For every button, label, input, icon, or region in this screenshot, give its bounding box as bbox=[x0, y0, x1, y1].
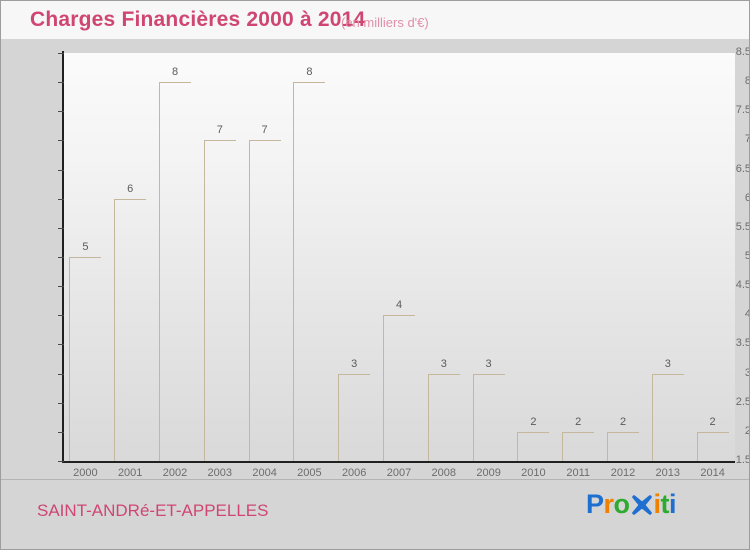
logo-letter-p: P bbox=[586, 489, 604, 519]
bar-value-label: 2 bbox=[530, 415, 537, 428]
bar-value-label: 2 bbox=[619, 415, 627, 428]
bar-2002[interactable] bbox=[159, 82, 191, 461]
y-axis-tick-label: 7.5 bbox=[735, 104, 750, 117]
logo-x-icon bbox=[631, 495, 652, 515]
x-axis-tick-label: 2003 bbox=[207, 467, 233, 479]
bar-value-label: 3 bbox=[351, 357, 358, 370]
y-axis-tick-mark bbox=[58, 227, 64, 229]
y-axis-tick-mark bbox=[58, 111, 64, 113]
x-axis-tick-label: 2005 bbox=[297, 467, 322, 479]
x-axis-tick-label: 2010 bbox=[521, 467, 546, 479]
bar-2001[interactable] bbox=[114, 198, 147, 461]
bar-value-label: 7 bbox=[261, 124, 268, 137]
y-axis-tick-mark bbox=[58, 140, 64, 142]
x-axis-tick-label: 2009 bbox=[476, 467, 501, 479]
x-axis-tick-label: 2014 bbox=[700, 467, 725, 479]
x-axis-tick-label: 2013 bbox=[655, 467, 681, 479]
x-axis-tick-label: 2008 bbox=[431, 467, 457, 479]
logo-letter-o: o bbox=[613, 489, 631, 519]
y-axis-tick-mark bbox=[58, 461, 64, 462]
bar-2005[interactable] bbox=[293, 82, 326, 461]
y-axis-tick-label: 3 bbox=[699, 367, 749, 379]
y-axis-tick-mark bbox=[58, 53, 64, 54]
bar-value-label: 5 bbox=[82, 241, 89, 253]
chart-header: Charges Financières 2000 à 2014 (en mill… bbox=[1, 1, 749, 39]
bar-value-label: 3 bbox=[485, 357, 492, 370]
x-axis-tick-label: 2007 bbox=[386, 467, 412, 479]
bar-value-label: 4 bbox=[395, 299, 403, 312]
y-axis-tick-label: 6 bbox=[699, 192, 749, 204]
bar-2008[interactable] bbox=[427, 373, 460, 461]
y-axis-tick-label: 3.5 bbox=[735, 337, 750, 350]
y-axis-tick-label: 2 bbox=[699, 425, 749, 437]
bar-value-label: 3 bbox=[440, 357, 447, 370]
chart-footer: SAINT-ANDRé-ET-APPELLES Pro iti bbox=[1, 480, 749, 549]
bar-2004[interactable] bbox=[248, 140, 281, 461]
y-axis-tick-label: 5.5 bbox=[735, 220, 750, 233]
x-axis-tick-label: 2001 bbox=[117, 467, 143, 479]
bar-value-label: 8 bbox=[171, 66, 179, 79]
x-axis-tick-label: 2002 bbox=[162, 467, 188, 479]
bar-2000[interactable] bbox=[69, 257, 102, 461]
commune-label: SAINT-ANDRé-ET-APPELLES bbox=[37, 501, 269, 520]
y-axis-tick-mark bbox=[58, 373, 64, 375]
chart-body: 8.5 8 7.5 7 6.5 6 5.5 5 4.5 4 3.5 3 2.5 2 1.5 2000 2001… bbox=[1, 39, 750, 479]
x-axis-tick-label: 2000 bbox=[73, 467, 98, 479]
proxiti-logo[interactable]: Pro iti bbox=[586, 489, 677, 520]
x-axis-tick-label: 2004 bbox=[252, 467, 277, 479]
bar-value-label: 2 bbox=[575, 415, 582, 428]
y-axis-tick-mark bbox=[58, 431, 64, 433]
y-axis-tick-mark bbox=[58, 315, 64, 317]
y-axis-tick-label: 7 bbox=[699, 133, 749, 145]
y-axis-tick-label: 1.5 bbox=[735, 454, 750, 466]
y-axis-tick-label: 8 bbox=[699, 75, 749, 87]
y-axis-tick-label: 4.5 bbox=[735, 279, 750, 292]
bar-value-label: 2 bbox=[709, 415, 716, 428]
x-axis-line bbox=[62, 461, 735, 463]
plot-area bbox=[63, 53, 735, 461]
bar-2006[interactable] bbox=[338, 373, 371, 461]
bar-value-label: 7 bbox=[216, 124, 223, 137]
y-axis-tick-mark bbox=[58, 344, 64, 346]
logo-letter-i2: i bbox=[669, 489, 677, 519]
y-axis-tick-label: 4 bbox=[699, 308, 749, 320]
bar-2010[interactable] bbox=[517, 431, 550, 461]
x-axis-tick-label: 2006 bbox=[341, 467, 367, 479]
x-axis-tick-label: 2011 bbox=[566, 467, 591, 479]
bar-2007[interactable] bbox=[383, 315, 415, 461]
y-axis-tick-mark bbox=[58, 198, 64, 200]
bar-2011[interactable] bbox=[562, 431, 595, 461]
y-axis-tick-mark bbox=[58, 82, 64, 84]
logo-letter-r: r bbox=[603, 489, 615, 519]
y-axis-tick-label: 6.5 bbox=[735, 162, 750, 175]
y-axis-tick-mark bbox=[58, 402, 64, 404]
logo-letter-i1: i bbox=[653, 489, 662, 519]
y-axis-tick-mark bbox=[58, 286, 64, 288]
y-axis-tick-mark bbox=[58, 169, 64, 171]
y-axis-tick-mark bbox=[58, 257, 64, 258]
bar-2003[interactable] bbox=[203, 140, 236, 461]
bar-value-label: 8 bbox=[306, 66, 313, 79]
y-axis-tick-label: 5 bbox=[699, 250, 749, 262]
footer-divider bbox=[1, 479, 749, 480]
chart-unit-subtitle: (en milliers d'€) bbox=[341, 15, 429, 30]
bar-value-label: 3 bbox=[664, 357, 671, 370]
bar-2009[interactable] bbox=[472, 373, 505, 461]
logo-letter-t: t bbox=[660, 489, 670, 519]
bar-2014[interactable] bbox=[696, 431, 729, 461]
bar-value-label: 6 bbox=[127, 182, 134, 195]
bar-2012[interactable] bbox=[607, 431, 639, 461]
x-axis-tick-label: 2012 bbox=[610, 467, 636, 479]
bar-2013[interactable] bbox=[651, 373, 684, 461]
page-title: Charges Financières 2000 à 2014 bbox=[30, 8, 366, 31]
y-axis-tick-label: 8.5 bbox=[735, 46, 750, 58]
y-axis-tick-label: 2.5 bbox=[735, 395, 750, 408]
